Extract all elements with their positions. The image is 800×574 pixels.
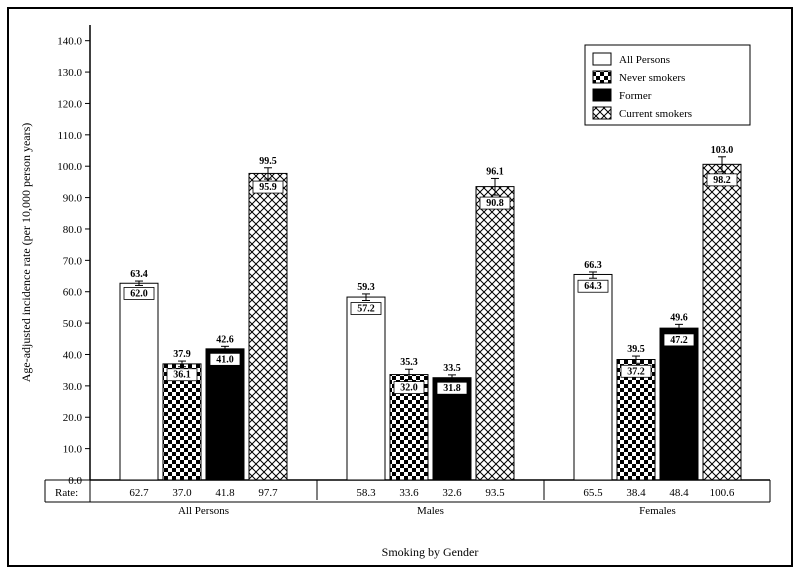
bar (163, 364, 201, 480)
rate-value: 48.4 (669, 487, 689, 499)
y-tick-label: 0.0 (68, 475, 82, 487)
legend-label: Never smokers (619, 72, 685, 84)
y-tick-label: 130.0 (57, 67, 82, 79)
y-tick-label: 80.0 (63, 224, 83, 236)
y-tick-label: 120.0 (57, 98, 82, 110)
y-tick-label: 50.0 (63, 318, 83, 330)
error-high-label: 63.4 (130, 269, 148, 280)
error-high-label: 96.1 (486, 166, 504, 177)
bar (703, 164, 741, 480)
chart-container: 0.0 10.0 20.0 30.0 40.0 50.0 60.0 70.0 80.0 90.0 1… (0, 0, 800, 574)
bar (347, 297, 385, 480)
rate-value: 33.6 (399, 487, 419, 499)
y-tick-label: 70.0 (63, 255, 83, 267)
rate-value: 38.4 (626, 487, 646, 499)
rate-value: 93.5 (485, 487, 505, 499)
bar (574, 274, 612, 480)
rate-value: 100.6 (710, 487, 735, 499)
rate-value: 97.7 (258, 487, 278, 499)
bar (249, 173, 287, 480)
x-axis-label: Smoking by Gender (382, 545, 479, 559)
bar (206, 349, 244, 480)
error-low-label: 57.2 (357, 304, 375, 315)
bar (476, 187, 514, 480)
rate-value: 32.6 (442, 487, 462, 499)
error-low-label: 62.0 (130, 288, 148, 299)
legend-label: All Persons (619, 54, 670, 66)
error-high-label: 39.5 (627, 344, 645, 355)
y-tick-label: 60.0 (63, 287, 83, 299)
group-label: Females (639, 505, 676, 517)
legend-swatch (593, 71, 611, 83)
bar-chart: 0.0 10.0 20.0 30.0 40.0 50.0 60.0 70.0 80.0 90.0 1… (0, 0, 800, 574)
error-low-label: 95.9 (259, 182, 277, 193)
error-high-label: 42.6 (216, 334, 234, 345)
legend-label: Former (619, 90, 652, 102)
y-axis-label: Age-adjusted incidence rate (per 10,000 … (19, 123, 33, 383)
error-low-label: 41.0 (216, 354, 234, 365)
error-low-label: 31.8 (443, 383, 461, 394)
rate-value: 37.0 (172, 487, 192, 499)
rate-value: 62.7 (129, 487, 149, 499)
legend-swatch (593, 53, 611, 65)
rate-value: 65.5 (583, 487, 603, 499)
error-high-label: 35.3 (400, 357, 418, 368)
y-tick-label: 100.0 (57, 161, 82, 173)
error-low-label: 37.2 (627, 366, 645, 377)
legend-swatch (593, 89, 611, 101)
y-tick-label: 140.0 (57, 36, 82, 48)
group-label: All Persons (178, 505, 229, 517)
legend-swatch (593, 107, 611, 119)
legend-label: Current smokers (619, 108, 692, 120)
error-low-label: 47.2 (670, 335, 688, 346)
error-low-label: 64.3 (584, 281, 602, 292)
group-label: Males (417, 505, 444, 517)
error-high-label: 66.3 (584, 260, 602, 271)
error-low-label: 36.1 (173, 370, 191, 381)
y-tick-label: 20.0 (63, 412, 83, 424)
error-low-label: 90.8 (486, 198, 504, 209)
rate-value: 41.8 (215, 487, 235, 499)
error-high-label: 103.0 (711, 145, 734, 156)
error-high-label: 99.5 (259, 156, 277, 167)
bar (660, 328, 698, 480)
error-low-label: 32.0 (400, 383, 418, 394)
y-tick-label: 40.0 (63, 349, 83, 361)
y-tick-label: 90.0 (63, 193, 83, 205)
rate-value: 58.3 (356, 487, 376, 499)
error-low-label: 98.2 (713, 175, 731, 186)
y-tick-label: 30.0 (63, 381, 83, 393)
rate-row-label: Rate: (55, 487, 78, 499)
error-high-label: 49.6 (670, 312, 688, 323)
bar (120, 283, 158, 480)
error-high-label: 37.9 (173, 349, 191, 360)
y-tick-label: 110.0 (58, 130, 83, 142)
error-high-label: 33.5 (443, 363, 461, 374)
error-high-label: 59.3 (357, 282, 375, 293)
y-tick-label: 10.0 (63, 444, 83, 456)
